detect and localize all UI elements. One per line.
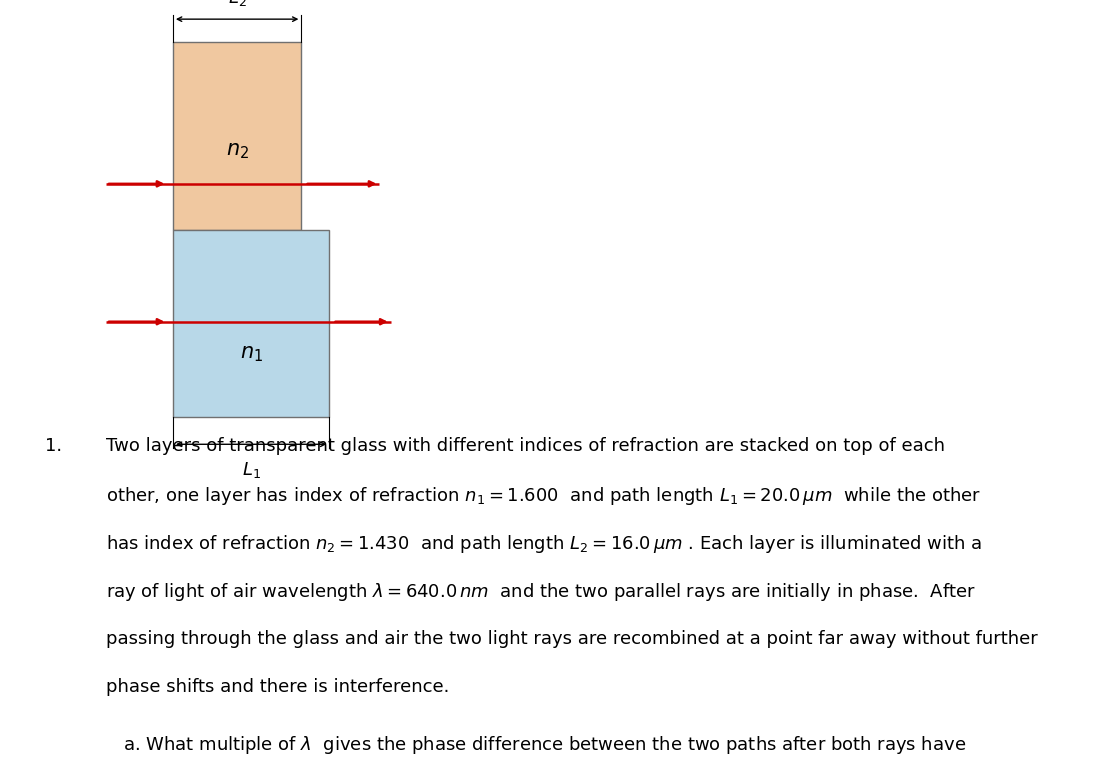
Text: $n_2$: $n_2$ — [225, 141, 249, 162]
Text: other, one layer has index of refraction $n_1 =1.600$  and path length $L_1 =20.: other, one layer has index of refraction… — [106, 485, 981, 507]
Text: ray of light of air wavelength $\lambda = 640.0\,nm$  and the two parallel rays : ray of light of air wavelength $\lambda … — [106, 581, 976, 604]
Text: has index of refraction $n_2 =1.430$  and path length $L_2 =16.0\,\mu m$ . Each : has index of refraction $n_2 =1.430$ and… — [106, 533, 982, 555]
Text: $L_2$: $L_2$ — [228, 0, 247, 8]
Text: a. What multiple of $\lambda$  gives the phase difference between the two paths : a. What multiple of $\lambda$ gives the … — [123, 734, 966, 756]
Text: $n_1$: $n_1$ — [240, 344, 262, 365]
Bar — [173, 230, 329, 417]
Text: passing through the glass and air the two light rays are recombined at a point f: passing through the glass and air the tw… — [106, 630, 1038, 647]
Text: Two layers of transparent glass with different indices of refraction are stacked: Two layers of transparent glass with dif… — [106, 437, 945, 454]
Text: $L_1$: $L_1$ — [242, 460, 260, 480]
Text: phase shifts and there is interference.: phase shifts and there is interference. — [106, 678, 450, 696]
Bar — [173, 42, 301, 230]
Text: 1.: 1. — [45, 437, 61, 454]
